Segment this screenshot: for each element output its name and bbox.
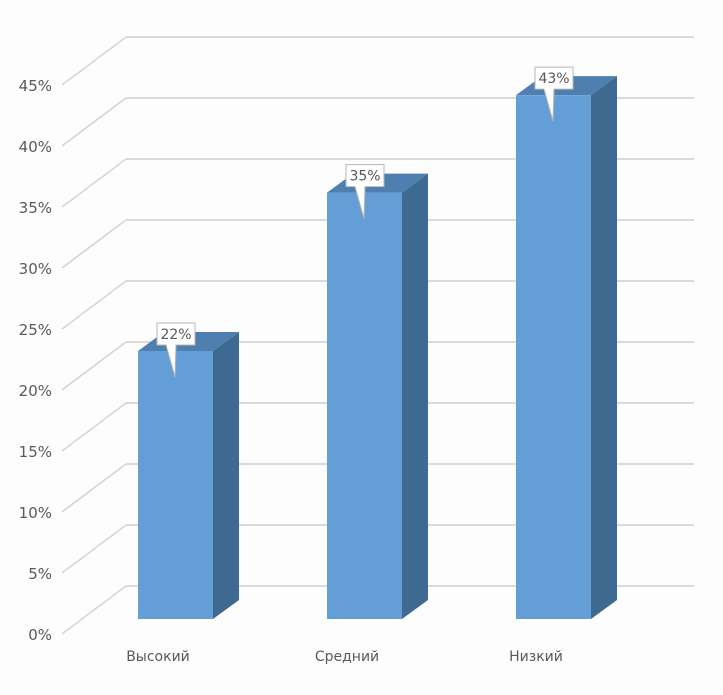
bar-front xyxy=(516,95,591,619)
y-tick-label: 0% xyxy=(28,626,52,644)
y-tick-label: 5% xyxy=(28,565,52,583)
bar xyxy=(138,332,239,619)
data-label: 22% xyxy=(156,322,196,378)
gridline-diagonal xyxy=(61,36,127,86)
data-label: 35% xyxy=(345,164,385,219)
bar-side xyxy=(402,173,428,620)
bar-side xyxy=(213,332,239,619)
gridline-diagonal xyxy=(61,97,127,147)
data-label-callout xyxy=(534,66,574,122)
data-label-text: 22% xyxy=(160,327,191,343)
x-axis-ticks: Высокий Средний Низкий xyxy=(126,649,563,665)
x-tick-label: Средний xyxy=(315,649,379,665)
y-axis-ticks: 0% 5% 10% 15% 20% 25% 30% 35% 40% 45% xyxy=(19,77,52,644)
y-tick-label: 15% xyxy=(19,443,52,461)
bar-side xyxy=(591,76,617,619)
data-label-text: 35% xyxy=(349,169,380,185)
gridline-diagonal xyxy=(61,402,127,452)
data-label-text: 43% xyxy=(538,71,569,87)
y-tick-label: 30% xyxy=(19,260,52,278)
gridline-diagonal xyxy=(61,341,127,391)
data-label: 43% xyxy=(534,66,574,122)
y-tick-label: 35% xyxy=(19,199,52,217)
gridline-diagonal xyxy=(61,524,127,574)
y-tick-label: 20% xyxy=(19,382,52,400)
gridline-diagonal xyxy=(61,158,127,208)
bar-front xyxy=(138,351,213,619)
data-labels: 22% 35% 43% xyxy=(156,66,574,378)
gridline-diagonal xyxy=(61,280,127,330)
y-tick-label: 25% xyxy=(19,321,52,339)
y-tick-label: 45% xyxy=(19,77,52,95)
y-tick-label: 40% xyxy=(19,138,52,156)
gridline-diagonal xyxy=(61,463,127,513)
data-label-callout xyxy=(345,164,385,219)
x-tick-label: Низкий xyxy=(509,649,563,665)
bar xyxy=(327,173,428,620)
bar xyxy=(516,76,617,619)
bar-front xyxy=(327,192,402,620)
y-tick-label: 10% xyxy=(19,504,52,522)
data-label-callout xyxy=(156,322,196,378)
gridline-diagonal xyxy=(61,585,127,635)
x-tick-label: Высокий xyxy=(126,649,190,665)
gridline-diagonal xyxy=(61,219,127,269)
bars xyxy=(138,76,617,620)
